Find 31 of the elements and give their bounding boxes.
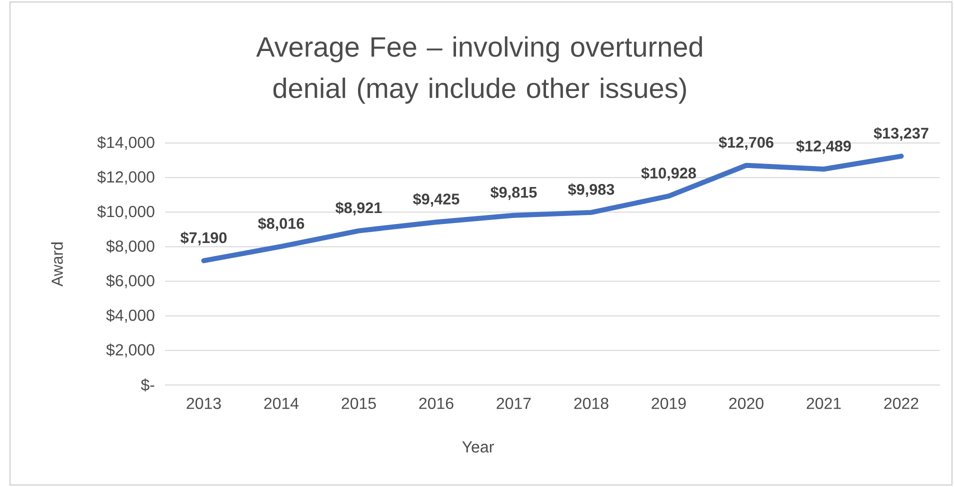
data-label: $12,489 — [796, 140, 851, 154]
x-tick-label: 2017 — [496, 398, 531, 410]
data-label: $8,016 — [258, 217, 304, 232]
y-tick-label: $12,000 — [97, 170, 154, 185]
y-tick-label: $14,000 — [97, 136, 154, 150]
data-label: $9,425 — [413, 192, 460, 207]
y-tick-label: $- — [140, 378, 154, 392]
x-tick-label: 2022 — [884, 398, 918, 410]
x-tick-label: 2015 — [342, 398, 376, 410]
data-label: $10,928 — [641, 166, 696, 181]
x-tick-label: 2016 — [419, 398, 454, 410]
y-tick-label: $6,000 — [106, 274, 154, 288]
x-tick-label: 2020 — [729, 398, 764, 410]
data-label: $9,815 — [490, 186, 537, 200]
data-label: $9,983 — [568, 183, 614, 198]
y-tick-label: $2,000 — [106, 343, 154, 358]
x-tick-label: 2019 — [652, 398, 686, 410]
y-tick-label: $4,000 — [106, 308, 154, 323]
data-label: $13,237 — [874, 127, 928, 141]
x-tick-label: 2018 — [574, 398, 608, 410]
data-label: $7,190 — [180, 232, 227, 246]
data-label: $8,921 — [336, 202, 382, 216]
x-axis-title: Year — [462, 441, 494, 453]
x-tick-label: 2021 — [806, 398, 841, 410]
chart-title: Average Fee – involving overturned denial (may include other issues) — [256, 36, 702, 104]
data-label: $12,706 — [718, 136, 774, 150]
x-tick-label: 2013 — [186, 398, 221, 410]
y-tick-label: $8,000 — [106, 240, 154, 254]
x-tick-label: 2014 — [264, 398, 299, 410]
y-axis-title: Award — [51, 242, 63, 287]
y-tick-label: $10,000 — [97, 205, 154, 220]
